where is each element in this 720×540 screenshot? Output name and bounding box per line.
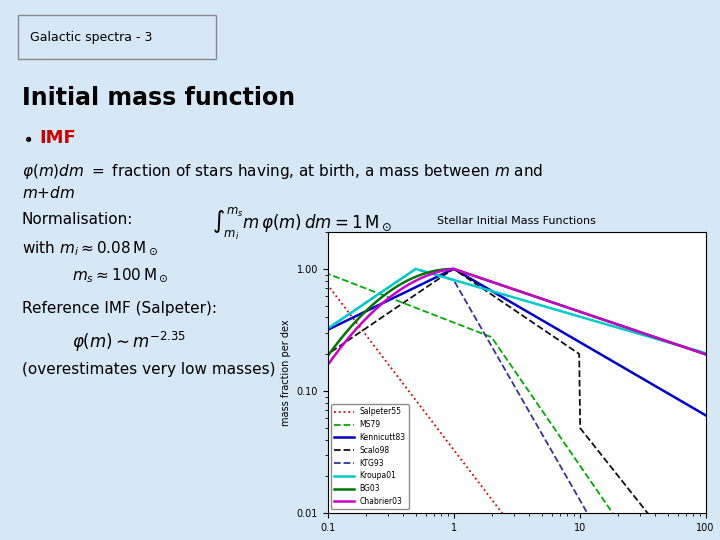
- Kroupa01: [603, 321, 611, 328]
- BG03: [311, 370, 320, 377]
- Chabrier03: [471, 273, 480, 279]
- Chabrier03: [601, 317, 610, 323]
- MS79: [602, 501, 611, 507]
- Scalo98: [441, 271, 450, 278]
- Kennicutt83: [564, 332, 572, 339]
- Salpeter55: [441, 436, 450, 443]
- Y-axis label: mass fraction per dex: mass fraction per dex: [281, 319, 291, 426]
- KTG93: [411, 266, 420, 272]
- Kroupa01: [311, 334, 320, 340]
- Text: $\varphi(m) \sim m^{-2.35}$: $\varphi(m) \sim m^{-2.35}$: [72, 329, 186, 354]
- Chabrier03: [449, 266, 458, 272]
- BG03: [449, 266, 457, 272]
- KTG93: [564, 476, 572, 483]
- Scalo98: [359, 327, 368, 333]
- Chabrier03: [603, 318, 611, 324]
- Chabrier03: [359, 318, 368, 325]
- Scalo98: [311, 359, 320, 366]
- Kroupa01: [564, 310, 572, 316]
- KTG93: [359, 301, 368, 307]
- Line: Chabrier03: Chabrier03: [315, 269, 716, 383]
- Kennicutt83: [311, 333, 320, 339]
- Kennicutt83: [441, 269, 450, 276]
- Kennicutt83: [449, 266, 458, 272]
- Text: (overestimates very low masses): (overestimates very low masses): [22, 362, 275, 377]
- Kroupa01: [471, 283, 480, 289]
- BG03: [601, 317, 610, 323]
- Kroupa01: [443, 275, 451, 281]
- Salpeter55: [359, 329, 368, 335]
- MS79: [563, 444, 572, 450]
- Title: Stellar Initial Mass Functions: Stellar Initial Mass Functions: [437, 216, 596, 226]
- Kroupa01: [411, 266, 420, 272]
- Kroupa01: [711, 353, 720, 359]
- Legend: Salpeter55, MS79, Kennicutt83, Scalo98, KTG93, Kroupa01, BG03, Chabrier03: Salpeter55, MS79, Kennicutt83, Scalo98, …: [331, 404, 409, 509]
- Chabrier03: [441, 267, 450, 273]
- Kennicutt83: [601, 354, 610, 360]
- Chabrier03: [564, 305, 572, 311]
- Line: Scalo98: Scalo98: [315, 269, 716, 540]
- Line: BG03: BG03: [315, 269, 716, 374]
- BG03: [471, 273, 480, 279]
- Chabrier03: [311, 380, 320, 387]
- Text: with $m_i \approx 0.08\,\mathrm{M}_\odot$: with $m_i \approx 0.08\,\mathrm{M}_\odot…: [22, 239, 158, 256]
- KTG93: [443, 275, 451, 281]
- Line: KTG93: KTG93: [315, 269, 716, 540]
- BG03: [359, 310, 368, 316]
- X-axis label: mass (m / $\mathrm{M_{solar}}$): mass (m / $\mathrm{M_{solar}}$): [476, 538, 557, 540]
- Text: Reference IMF (Salpeter):: Reference IMF (Salpeter):: [22, 301, 217, 316]
- Text: $m_s \approx 100\,\mathrm{M}_\odot$: $m_s \approx 100\,\mathrm{M}_\odot$: [72, 266, 168, 284]
- Scalo98: [601, 456, 610, 463]
- Scalo98: [449, 266, 458, 272]
- Line: MS79: MS79: [315, 269, 716, 540]
- Text: $m{+}dm$: $m{+}dm$: [22, 185, 75, 201]
- Scalo98: [471, 280, 480, 286]
- Chabrier03: [711, 354, 720, 361]
- MS79: [441, 316, 450, 323]
- Scalo98: [564, 343, 572, 350]
- Text: $\bullet$: $\bullet$: [22, 129, 32, 146]
- MS79: [311, 266, 320, 272]
- Text: $\varphi(m)dm$ $=$ fraction of stars having, at birth, a mass between $m$ and: $\varphi(m)dm$ $=$ fraction of stars hav…: [22, 162, 543, 181]
- BG03: [603, 318, 611, 324]
- Kennicutt83: [471, 278, 480, 285]
- Salpeter55: [469, 473, 478, 480]
- Line: Kroupa01: Kroupa01: [315, 269, 716, 356]
- Scalo98: [603, 459, 611, 465]
- BG03: [441, 266, 450, 273]
- Kroupa01: [601, 321, 610, 327]
- BG03: [564, 305, 572, 311]
- Line: Kennicutt83: Kennicutt83: [315, 269, 716, 421]
- Text: Initial mass function: Initial mass function: [22, 86, 294, 110]
- KTG93: [311, 334, 320, 340]
- MS79: [359, 285, 368, 291]
- Kennicutt83: [603, 355, 611, 361]
- Text: IMF: IMF: [40, 129, 76, 146]
- BG03: [711, 354, 720, 361]
- MS79: [600, 498, 608, 504]
- Text: Normalisation:: Normalisation:: [22, 212, 133, 227]
- Kennicutt83: [711, 418, 720, 424]
- Salpeter55: [311, 266, 320, 272]
- MS79: [469, 327, 478, 334]
- Kennicutt83: [359, 309, 368, 316]
- Line: Salpeter55: Salpeter55: [315, 269, 716, 540]
- Text: Galactic spectra - 3: Galactic spectra - 3: [30, 31, 153, 44]
- Text: $\int_{m_i}^{m_s} m\,\varphi(m)\,dm = 1\,\mathrm{M}_\odot$: $\int_{m_i}^{m_s} m\,\varphi(m)\,dm = 1\…: [212, 206, 392, 242]
- KTG93: [471, 314, 480, 320]
- Kroupa01: [359, 301, 368, 307]
